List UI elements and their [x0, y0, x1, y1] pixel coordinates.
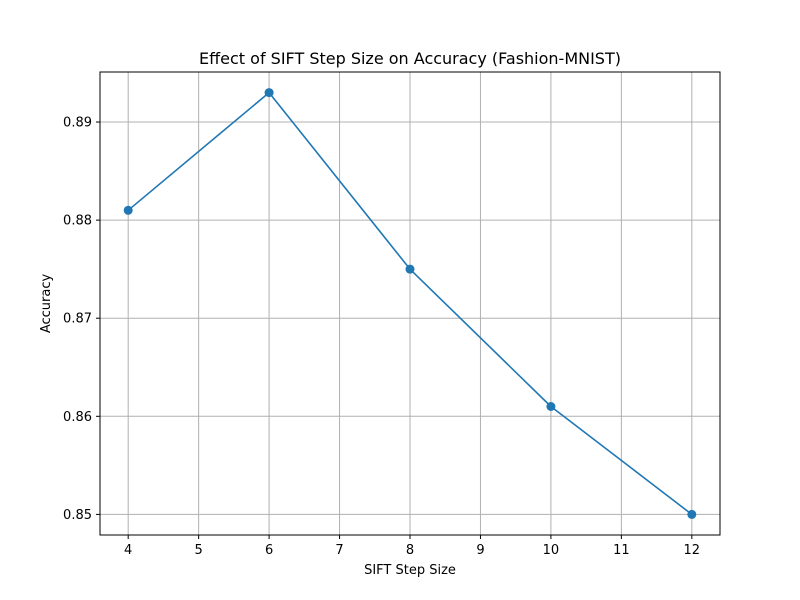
axis-ticks: 4 5 6 7 8 9 10 11 12 0.85 0.86 0.87 0.88 0.89 — [63, 116, 700, 558]
x-tick-label: 5 — [194, 543, 202, 558]
data-point — [264, 88, 274, 98]
y-tick-label: 0.89 — [63, 116, 92, 131]
y-tick-label: 0.87 — [63, 312, 92, 327]
grid-lines — [100, 72, 720, 535]
x-tick-label: 6 — [265, 543, 273, 558]
chart-title: Effect of SIFT Step Size on Accuracy (Fa… — [199, 49, 621, 68]
x-tick-label: 4 — [124, 543, 132, 558]
data-point — [123, 205, 133, 215]
data-point — [405, 264, 415, 274]
y-tick-label: 0.86 — [63, 410, 92, 425]
y-tick-label: 0.88 — [63, 214, 92, 229]
data-point — [687, 509, 697, 519]
x-tick-label: 11 — [613, 543, 630, 558]
y-tick-label: 0.85 — [63, 508, 92, 523]
x-tick-label: 9 — [476, 543, 484, 558]
x-tick-label: 7 — [335, 543, 343, 558]
data-point — [546, 401, 556, 411]
x-tick-label: 12 — [684, 543, 701, 558]
x-tick-label: 8 — [406, 543, 414, 558]
y-axis-label: Accuracy — [39, 274, 54, 334]
series-markers — [123, 88, 697, 519]
x-axis-label: SIFT Step Size — [364, 563, 456, 578]
x-tick-label: 10 — [543, 543, 560, 558]
